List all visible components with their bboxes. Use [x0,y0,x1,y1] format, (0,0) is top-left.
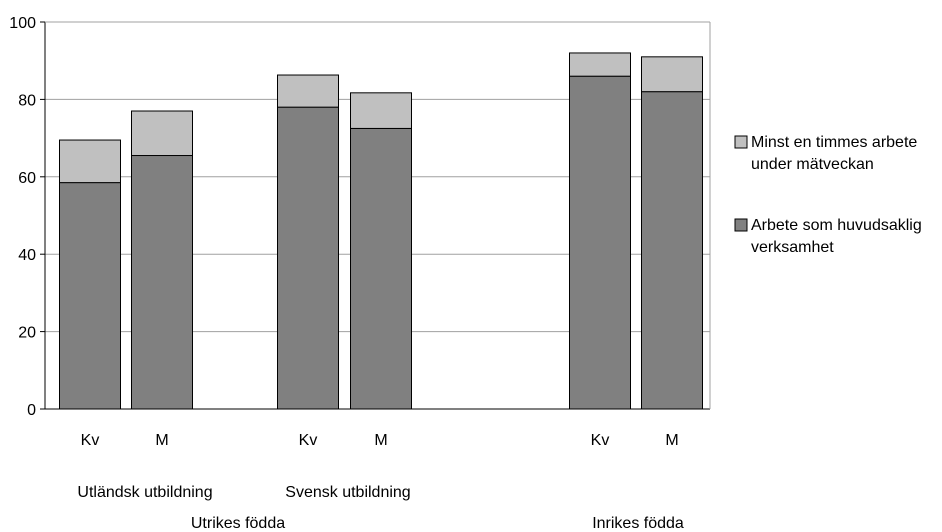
x-category-label-0: Kv [81,432,100,449]
group-label-0: Utländsk utbildning [77,484,212,501]
bar-1-series-1 [131,110,193,157]
supergroup-label-1: Inrikes födda [592,515,684,532]
bar-1-series-0 [131,155,193,410]
axes [40,21,711,410]
bar-2-series-0 [277,106,339,410]
bar-4-series-0 [569,75,631,410]
bar-0-series-1 [59,139,121,184]
legend-label-0-line-0: Arbete som huvudsaklig [751,217,922,234]
x-category-label-1: M [155,432,168,449]
x-category-label-5: M [665,432,678,449]
y-tick-label-20: 20 [18,325,36,342]
x-category-label-3: M [374,432,387,449]
bar-5-series-1 [641,56,703,93]
legend-label-0-line-1: verksamhet [751,239,834,256]
bar-4-series-1 [569,52,631,77]
bars [59,52,703,410]
x-category-label-2: Kv [299,432,318,449]
y-tick-label-100: 100 [9,15,36,32]
bar-3-series-0 [350,127,412,410]
bar-5-series-0 [641,91,703,410]
supergroup-label-0: Utrikes födda [191,515,285,532]
y-tick-label-40: 40 [18,247,36,264]
bar-3-series-1 [350,92,412,129]
legend-swatch-0 [734,218,748,232]
bar-2-series-1 [277,74,339,108]
legend-swatch-1 [734,135,748,149]
bar-0-series-0 [59,182,121,410]
y-tick-label-60: 60 [18,170,36,187]
y-tick-label-80: 80 [18,92,36,109]
legend-label-1-line-1: under mätveckan [751,156,874,173]
axis-labels: 0 20 40 60 80 100 Kv M Kv M Kv M Utländsk utbildning… [9,15,684,532]
legend: Minst en timmes arbete under mätveckan Arb… [734,134,922,256]
group-label-1: Svensk utbildning [285,484,410,501]
x-category-label-4: Kv [591,432,610,449]
y-tick-label-0: 0 [27,402,36,419]
legend-label-1-line-0: Minst en timmes arbete [751,134,917,151]
